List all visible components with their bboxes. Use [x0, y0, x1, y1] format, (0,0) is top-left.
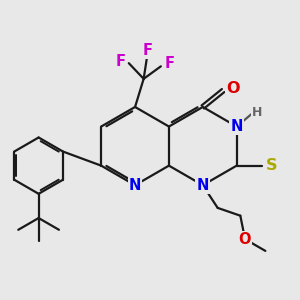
Text: N: N	[230, 119, 243, 134]
Text: O: O	[238, 232, 250, 247]
Text: F: F	[142, 43, 152, 58]
Text: O: O	[226, 81, 240, 96]
Text: N: N	[129, 178, 141, 193]
Text: H: H	[252, 106, 262, 119]
Text: N: N	[196, 178, 209, 193]
Text: F: F	[116, 54, 126, 69]
Text: F: F	[164, 56, 175, 71]
Text: S: S	[266, 158, 278, 173]
